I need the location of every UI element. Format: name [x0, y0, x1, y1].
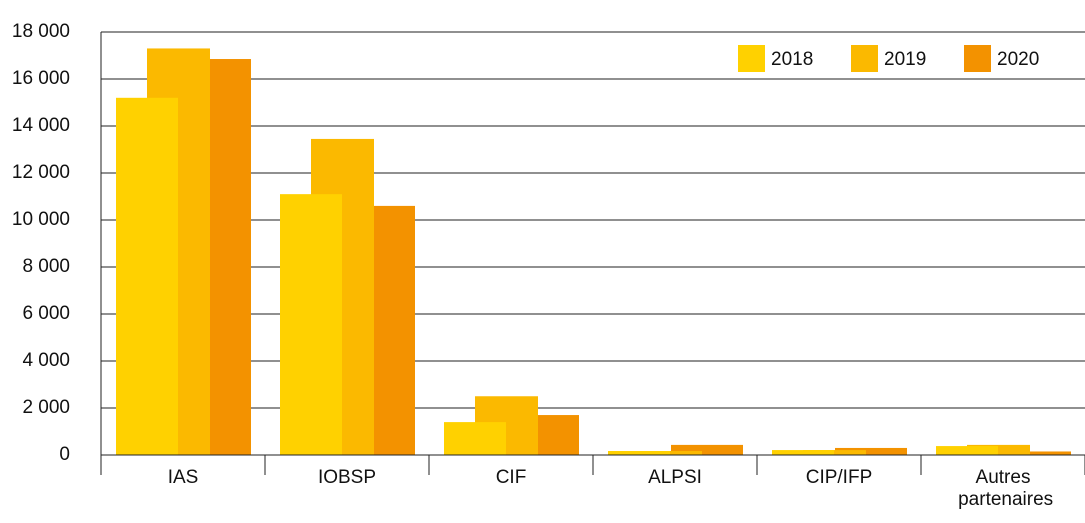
y-tick-label: 14 000: [12, 115, 70, 136]
bar: [999, 451, 1071, 455]
y-tick-label: 2 000: [22, 397, 70, 418]
x-tick-label: IOBSP: [318, 467, 376, 488]
legend-label: 2018: [771, 49, 813, 70]
x-tick-label: CIF: [496, 467, 527, 488]
y-tick-label: 6 000: [22, 303, 70, 324]
y-tick-label: 16 000: [12, 68, 70, 89]
bar: [967, 444, 1030, 455]
bar: [639, 451, 702, 455]
y-tick-label: 8 000: [22, 256, 70, 277]
y-tick-label: 18 000: [12, 21, 70, 42]
bar: [608, 451, 670, 455]
bar: [671, 444, 743, 455]
legend-swatch: [964, 45, 991, 72]
bar: [772, 450, 834, 455]
bar: [444, 422, 506, 455]
bar: [116, 97, 178, 456]
y-tick-label: 10 000: [12, 209, 70, 230]
legend-swatch: [851, 45, 878, 72]
y-tick-label: 4 000: [22, 350, 70, 371]
x-tick-label: ALPSI: [648, 467, 702, 488]
bar: [280, 194, 342, 455]
bar: [803, 450, 866, 455]
legend-label: 2019: [884, 49, 926, 70]
bar: [835, 447, 907, 455]
y-tick-label: 12 000: [12, 162, 70, 183]
legend-label: 2020: [997, 49, 1039, 70]
legend-swatch: [738, 45, 765, 72]
x-tick-label: Autres partenaires: [953, 467, 1053, 510]
x-tick-label: CIP/IFP: [806, 467, 873, 488]
x-tick-label: IAS: [168, 467, 199, 488]
bar: [936, 446, 998, 455]
y-tick-label: 0: [59, 444, 70, 465]
